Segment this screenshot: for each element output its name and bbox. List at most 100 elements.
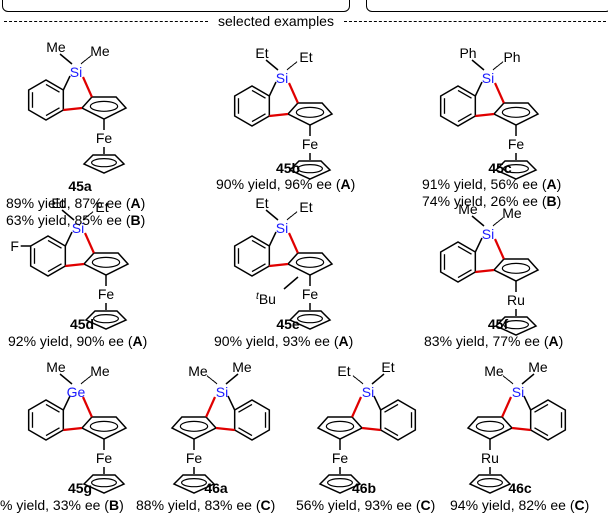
structure-45a: Si Me Me Fe [8,30,148,180]
cp-aromatic-circle [92,313,119,324]
hash-bond [88,375,92,378]
aromatic-bond [251,263,266,273]
hash-bond [212,380,216,383]
cp-aromatic-circle [89,420,119,432]
cp-aromatic-circle [295,256,325,268]
substituent-label-right: Et [95,199,108,215]
bond-ring-si [373,395,382,411]
bond-substituent-left [265,59,279,71]
hash-bond [500,217,504,220]
cp-aromatic-circle [502,319,529,330]
bond-ring-si [64,231,73,247]
cp-aromatic-circle [327,477,354,488]
bond-biaryl-highlight [511,426,531,432]
hash-bond [210,378,214,382]
substituent-label-right: Me [484,363,504,379]
cp-aromatic-circle [477,477,504,488]
hash-bond [508,380,512,383]
aromatic-bond [47,239,62,249]
header-label: selected examples [208,13,344,29]
cp-ring-lower [318,474,362,494]
cp-ring-upper [492,258,540,282]
cp-ring-lower [172,474,216,494]
cp-ring-lower [288,160,332,180]
benzene-ring [439,85,477,127]
substituent-label-left: Et [51,195,64,211]
cp-aromatic-circle [90,477,117,488]
substituent-label-left: Me [46,359,66,375]
structure-45f: Si Me Me Ru [420,192,560,342]
compound-result-45d-1: 92% yield, 90% ee (A) [8,333,148,349]
hash-bond [358,380,362,383]
substituent-label-left: Me [232,359,252,375]
compound-number-45d: 45d [69,316,95,332]
aromatic-bond [45,83,60,93]
metal-label-fe: Fe [96,450,113,466]
hash-bond [290,64,294,68]
structure-45c: Si Ph Ph Fe [420,36,560,186]
structure-45d: Si Et Et Fe F [10,186,150,336]
metal-label-fe: Fe [508,136,525,152]
structure-46b: Si Et Et Fe [296,350,436,500]
substituent-label-right: Et [299,199,312,215]
cp-aromatic-circle [501,262,531,274]
aromatic-bond [457,269,472,279]
cp-aromatic-circle [181,477,208,488]
bond-biaryl-highlight [475,268,495,274]
benzene-ring [379,399,417,441]
aromatic-bond [534,427,549,437]
hash-bond [82,217,86,221]
central-atom-ge: Ge [67,384,86,400]
aromatic-bond [45,403,60,413]
bond-ring-si [523,395,532,411]
tbu-label: tBu [256,291,276,307]
hash-bond [84,58,88,62]
bond-substituent-left [371,373,385,385]
hash-bond [84,216,88,219]
cp-ring-lower [494,160,538,180]
central-atom-si: Si [276,70,288,86]
substituent-label-right: Et [337,363,350,379]
aromatic-bond [238,403,253,413]
hash-bond [498,62,502,66]
cp-ring-upper [466,416,514,440]
top-left-box [2,0,350,12]
hash-bond [500,61,504,64]
bond-ring-si [268,81,277,97]
cp-ring-lower [288,310,332,330]
hash-bond [88,55,92,58]
metal-label-fe: Fe [302,286,319,302]
structure-46a: Si Me Me Fe [150,350,290,500]
benzene-ring [27,79,65,121]
benzene-ring [29,235,67,277]
hash-bond [86,56,90,60]
bond-biaryl-highlight [475,112,495,118]
substituent-label-left: Me [46,39,66,55]
hash-bond [290,214,294,218]
hash-bond [206,375,210,378]
hash-bond [88,212,92,216]
hash-bond [504,376,508,380]
compound-result-46b-1: 56% yield, 93% ee (C) [296,497,436,513]
aromatic-bond [457,89,472,99]
structure-45b: Si Et Et Fe [214,36,354,186]
cp-aromatic-circle [475,420,505,432]
bond-si-cp-highlight [351,396,363,418]
compound-number-45f: 45f [487,316,509,332]
structure-svg-45b: Si Et Et Fe [233,45,334,180]
substituent-label-right: Me [90,43,110,59]
cp-ring-upper [170,416,218,440]
header-dash-left [4,21,208,22]
hash-bond [356,378,360,382]
central-atom-si: Si [362,384,374,400]
structure-svg-45d: Si Et Et Fe F [10,195,130,330]
cp-ring-lower [494,316,538,336]
cp-ring-lower [82,474,126,494]
hash-bond [506,378,510,382]
hash-bond [360,381,364,385]
hash-bond [214,381,218,385]
compound-number-46c: 46c [508,480,532,496]
metal-label-fe: Fe [98,286,115,302]
